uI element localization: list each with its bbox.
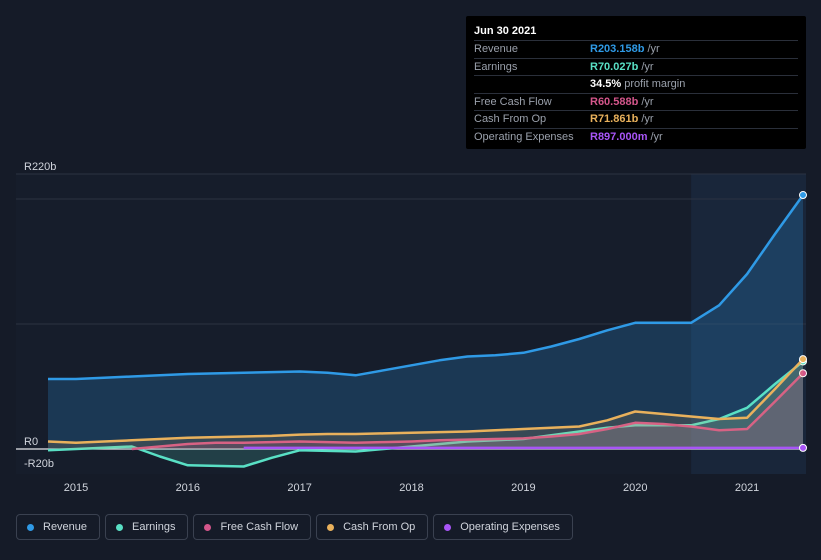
tooltip-value: R70.027b <box>590 60 639 73</box>
legend-dot-icon <box>444 523 452 531</box>
x-tick-label: 2017 <box>287 482 311 494</box>
chart-legend: Revenue Earnings Free Cash Flow Cash From O… <box>16 514 573 542</box>
series-layer <box>47 191 807 468</box>
cash-from-op-area <box>48 359 803 449</box>
x-tick-label: 2015 <box>64 482 88 494</box>
tooltip-row: Free Cash Flow R60.588b/yr <box>474 94 798 111</box>
tooltip-row: Cash From Op R71.861b/yr <box>474 111 798 129</box>
cash-from-op-line <box>47 358 804 445</box>
tooltip-unit: /yr <box>641 95 654 108</box>
tooltip-row: Operating Expenses R897.000m/yr <box>474 129 798 146</box>
x-tick-label: 2016 <box>176 482 200 494</box>
y-tick-label: -R20b <box>24 458 54 470</box>
y-tick-label: R220b <box>24 161 56 173</box>
tooltip-unit: /yr <box>641 113 654 125</box>
legend-dot-icon <box>204 523 212 531</box>
tooltip-label: Earnings <box>474 60 518 73</box>
tooltip-unit: /yr <box>650 130 663 143</box>
tooltip-value: R71.861b <box>590 113 639 125</box>
tooltip-row: 34.5% profit margin <box>474 76 798 94</box>
legend-label: Revenue <box>43 521 88 533</box>
tooltip-label: Revenue <box>474 43 519 55</box>
legend-dot-icon <box>327 523 335 531</box>
x-tick-label: 2018 <box>399 482 423 494</box>
free-cash-flow-end-point <box>799 369 807 378</box>
legend-label: Cash From Op <box>343 521 416 533</box>
tooltip-value: R203.158b <box>590 43 645 55</box>
tooltip-value: 34.5% <box>590 78 622 90</box>
legend-item-earnings[interactable]: Earnings <box>105 514 189 540</box>
x-tick-label: 2019 <box>511 482 535 494</box>
tooltip-label: Operating Expenses <box>474 130 574 143</box>
tooltip-date: Jun 30 2021 <box>474 23 798 41</box>
tooltip-label: Cash From Op <box>474 113 547 125</box>
revenue-area <box>48 195 803 449</box>
earnings-area <box>48 361 803 467</box>
legend-dot-icon <box>116 523 124 531</box>
tooltip-rows: Revenue R203.158b/yr Earnings R70.027b/yr 34… <box>474 41 798 145</box>
revenue-line <box>48 194 805 381</box>
x-tick-label: 2021 <box>735 482 759 494</box>
revenue-end-point <box>799 191 807 200</box>
legend-item-operating-expenses[interactable]: Operating Expenses <box>433 514 573 540</box>
legend-label: Earnings <box>132 521 176 533</box>
tooltip-row: Revenue R203.158b/yr <box>474 41 798 59</box>
free-cash-flow-line <box>131 372 804 451</box>
hover-tooltip: Jun 30 2021 Revenue R203.158b/yr Earnings R… <box>466 16 806 149</box>
tooltip-unit: /yr <box>647 43 660 55</box>
tooltip-label <box>474 76 590 93</box>
legend-label: Operating Expenses <box>460 521 560 533</box>
x-tick-label: 2020 <box>623 482 647 494</box>
cash-from-op-end-point <box>799 355 807 364</box>
legend-dot-icon <box>27 523 34 531</box>
operating-expenses-end-point <box>799 443 807 452</box>
axis-layer: R220b R0 -R20b 2015 2016 2017 2018 2019 2020 2021 <box>24 161 759 494</box>
y-tick-label: R0 <box>24 436 38 448</box>
free-cash-flow-area <box>131 373 803 449</box>
tooltip-label: Free Cash Flow <box>474 95 552 108</box>
legend-item-free-cash-flow[interactable]: Free Cash Flow <box>193 514 312 540</box>
legend-item-cash-from-op[interactable]: Cash From Op <box>316 514 429 540</box>
tooltip-unit: profit margin <box>624 78 686 90</box>
legend-item-revenue[interactable]: Revenue <box>16 514 101 540</box>
legend-label: Free Cash Flow <box>220 521 299 533</box>
tooltip-unit: /yr <box>641 60 654 73</box>
chart-area: R220b R0 -R20b 2015 2016 2017 2018 2019 2020 2021 <box>16 161 807 494</box>
tooltip-value: R60.588b <box>590 95 639 108</box>
tooltip-value: R897.000m <box>590 130 648 143</box>
tooltip-row: Earnings R70.027b/yr <box>474 59 798 76</box>
